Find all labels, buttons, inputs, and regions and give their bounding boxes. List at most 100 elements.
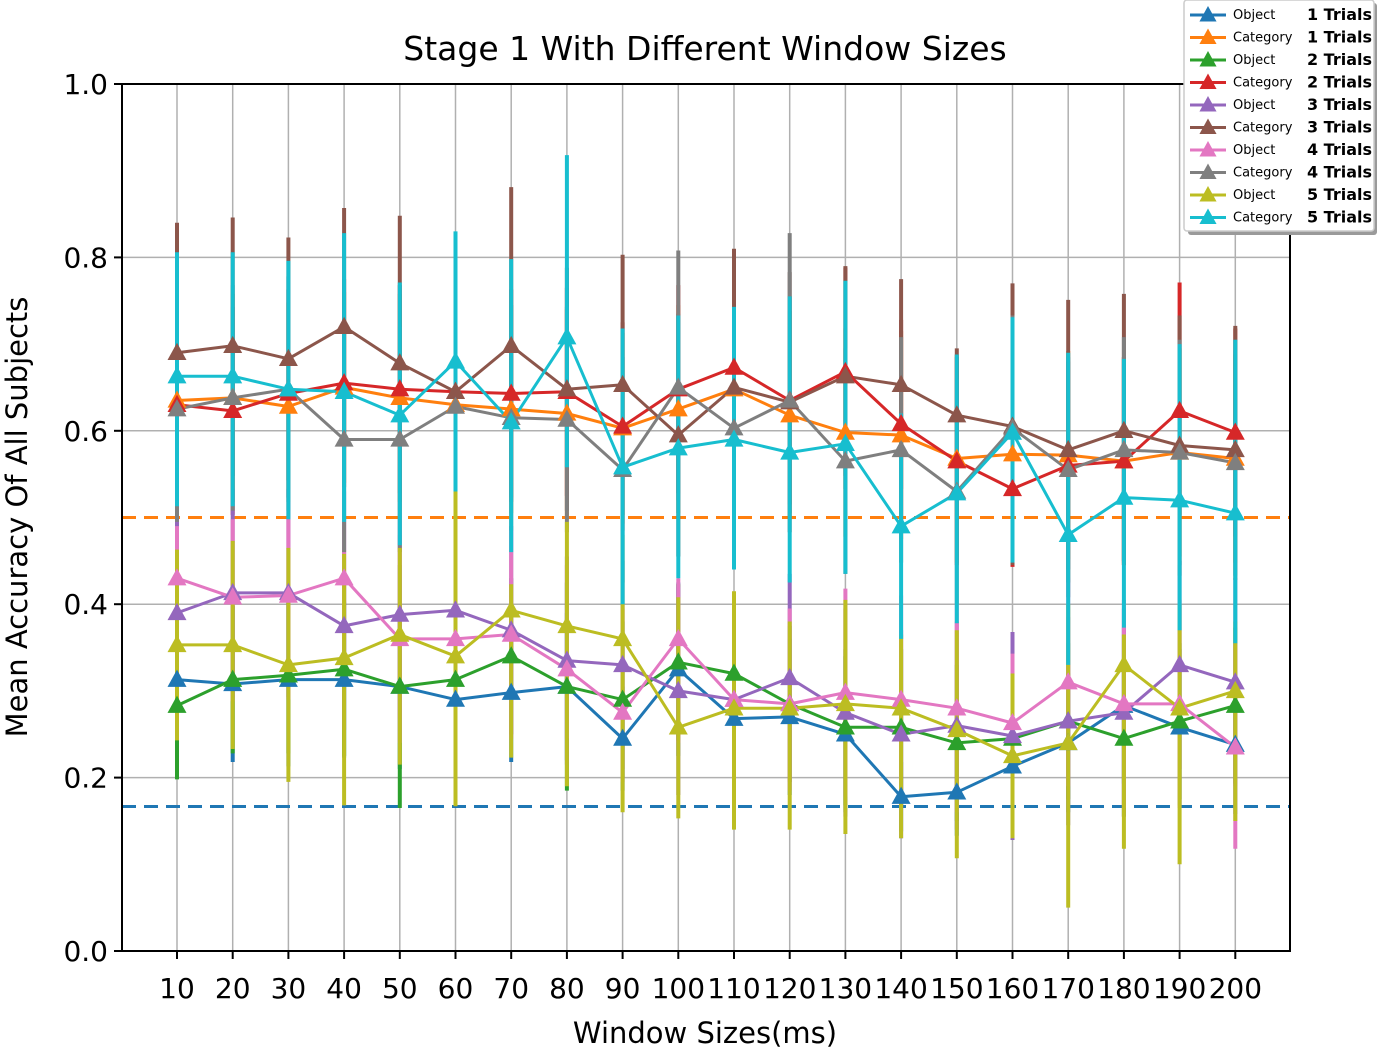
legend-entry-label: 2 Trials (1307, 50, 1372, 69)
y-tick-label: 0.0 (63, 935, 108, 968)
data-point-marker (1114, 420, 1134, 438)
data-point-marker (1225, 737, 1245, 755)
legend-swatch-marker (1199, 6, 1217, 22)
data-point-marker (1225, 422, 1245, 440)
x-tick-label: 130 (819, 972, 872, 1005)
data-point-marker (390, 604, 410, 622)
legend-entry-label: 4 Trials (1307, 163, 1372, 182)
data-point-marker (1114, 487, 1134, 505)
legend-entry-prefix: Object (1233, 53, 1275, 68)
data-point-marker (1114, 439, 1134, 458)
data-point-marker (668, 399, 688, 417)
data-point-marker (167, 634, 187, 653)
legend-entry-prefix: Category (1233, 31, 1293, 46)
data-point-marker (278, 665, 298, 683)
data-point-marker (724, 708, 744, 726)
data-point-marker (1058, 672, 1078, 690)
chart-title: Stage 1 With Different Window Sizes (403, 29, 1006, 68)
legend-swatch-marker (1199, 28, 1217, 44)
data-point-marker (167, 695, 187, 713)
data-point-marker (835, 422, 855, 440)
data-point-marker (1170, 698, 1190, 716)
data-point-marker (334, 615, 354, 634)
data-point-marker (501, 624, 521, 642)
series-line (176, 591, 1236, 738)
data-point-marker (334, 381, 354, 399)
series-line (176, 385, 1236, 463)
data-point-marker (501, 335, 521, 354)
data-point-marker (1114, 728, 1134, 746)
data-point-marker (835, 717, 855, 735)
x-tick-label: 60 (438, 972, 474, 1005)
data-point-marker (1003, 444, 1022, 462)
y-tick-label: 0.4 (63, 588, 108, 621)
data-point-marker (947, 451, 967, 469)
x-tick-label: 80 (549, 972, 585, 1005)
data-point-marker (334, 669, 354, 687)
legend-entry-prefix: Object (1233, 143, 1275, 158)
legend-swatch-marker (1199, 186, 1217, 202)
data-point-marker (891, 413, 911, 432)
series-line (176, 325, 1236, 452)
legend-entry-label: 5 Trials (1307, 185, 1372, 204)
x-tick-label: 50 (382, 972, 418, 1005)
data-point-marker (223, 335, 243, 354)
y-axis-label: Mean Accuracy Of All Subjects (0, 297, 34, 738)
data-point-marker (947, 698, 967, 716)
legend-entry-label: 2 Trials (1307, 73, 1372, 92)
x-tick-label: 200 (1209, 972, 1262, 1005)
data-point-marker (446, 646, 465, 664)
data-point-marker (223, 400, 243, 419)
data-point-marker (1225, 680, 1245, 699)
data-point-marker (167, 342, 187, 360)
legend-entry-prefix: Category (1233, 121, 1293, 136)
data-point-marker (835, 702, 855, 720)
data-point-marker (891, 689, 911, 707)
data-point-marker (223, 387, 243, 406)
data-point-marker (278, 585, 298, 603)
data-point-marker (780, 667, 800, 686)
data-point-marker (1003, 712, 1022, 731)
data-point-marker (501, 646, 521, 664)
x-tick-label: 170 (1041, 972, 1094, 1005)
data-point-marker (780, 442, 800, 460)
data-point-marker (1170, 442, 1190, 460)
data-point-marker (167, 602, 187, 621)
data-point-marker (613, 374, 633, 393)
data-point-marker (1058, 524, 1078, 543)
data-point-marker (891, 374, 911, 393)
data-point-marker (1058, 439, 1078, 458)
legend-entry-label: 5 Trials (1307, 208, 1372, 227)
data-point-marker (390, 429, 410, 447)
x-tick-label: 140 (874, 972, 927, 1005)
legend-entry-label: 1 Trials (1307, 5, 1372, 24)
data-point-marker (167, 568, 187, 586)
data-point-marker (334, 568, 354, 586)
legend-entry-label: 3 Trials (1307, 95, 1372, 114)
y-tick-label: 1.0 (63, 68, 108, 101)
x-tick-label: 70 (493, 972, 529, 1005)
data-point-marker (501, 682, 521, 700)
data-point-marker (1003, 725, 1022, 744)
x-tick-label: 30 (271, 972, 307, 1005)
data-point-marker (613, 728, 633, 746)
legend-box (1183, 0, 1375, 232)
data-point-marker (1058, 711, 1078, 729)
y-axis: 0.0 0.2 0.4 0.6 0.8 1.0 (63, 68, 122, 968)
data-point-marker (947, 719, 967, 738)
legend-swatch-marker (1199, 163, 1217, 179)
y-tick-label: 0.6 (63, 415, 108, 448)
data-point-marker (557, 650, 577, 668)
data-point-marker (446, 396, 465, 414)
data-point-marker (390, 387, 410, 406)
data-point-marker (501, 412, 521, 430)
x-tick-label: 20 (215, 972, 251, 1005)
data-point-marker (334, 647, 354, 666)
legend-entry-prefix: Object (1233, 8, 1275, 23)
data-point-marker (891, 786, 911, 804)
data-point-marker (390, 405, 410, 423)
data-point-marker (724, 377, 744, 395)
data-point-marker (613, 654, 633, 673)
data-point-marker (780, 390, 800, 408)
legend-swatch-marker (1199, 73, 1217, 89)
